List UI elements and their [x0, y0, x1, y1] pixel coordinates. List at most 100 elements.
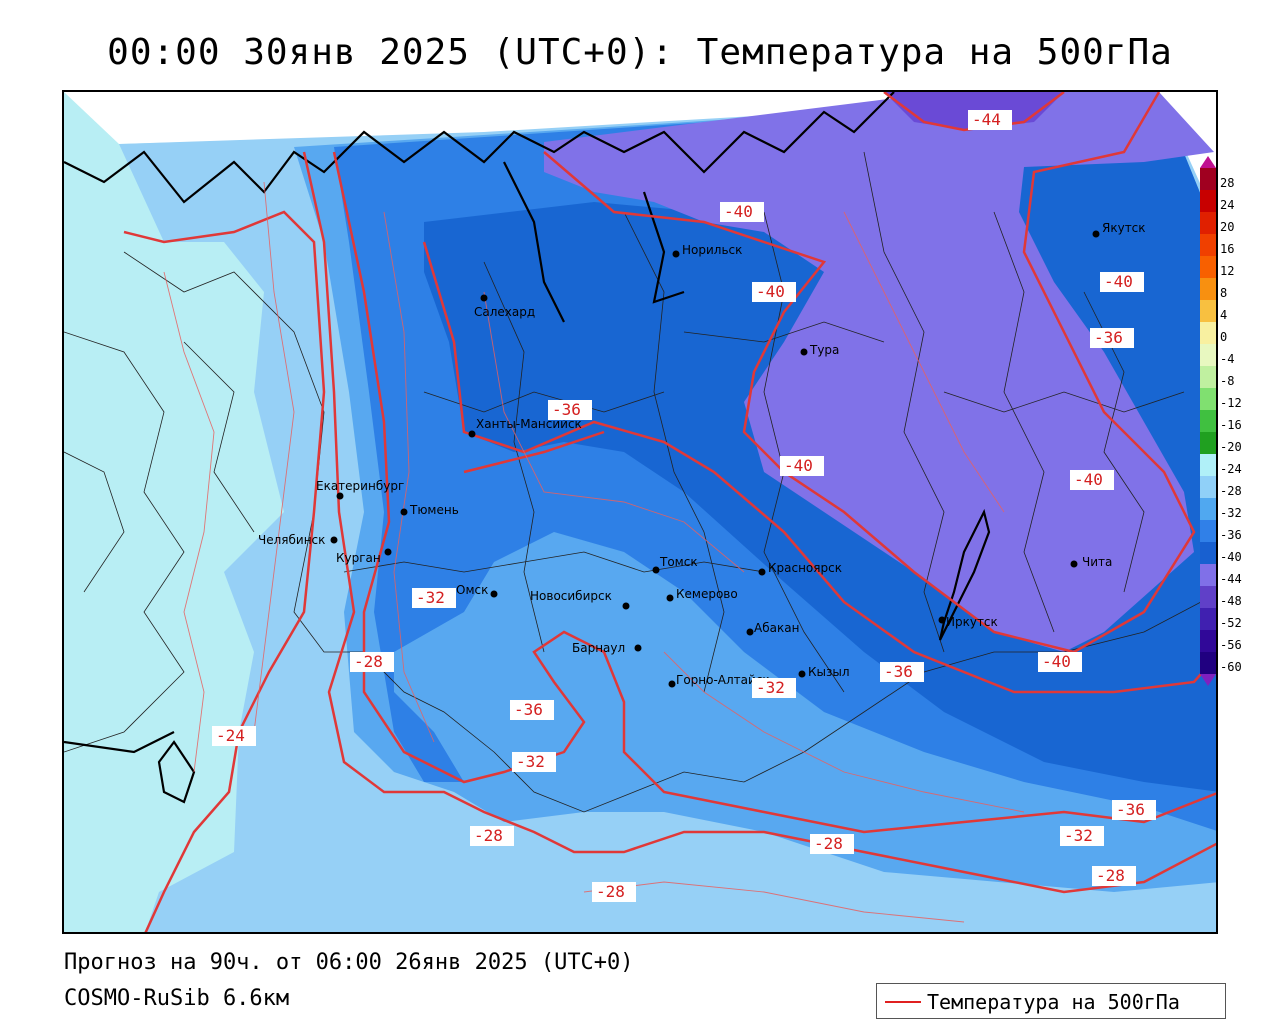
city-tyumen: Тюмень: [400, 503, 459, 517]
isoline-label: -40: [780, 456, 824, 476]
isoline-label-text: -36: [552, 400, 581, 419]
svg-text:Новосибирск: Новосибирск: [530, 589, 612, 603]
city-abakan: Абакан: [746, 621, 799, 636]
isoline-label-text: -28: [354, 652, 383, 671]
city-kemerovo: Кемерово: [666, 587, 738, 602]
temperature-fields: [64, 92, 1216, 932]
colorbar-bottom-arrow: [1200, 674, 1216, 686]
svg-text:Ханты-Мансийск: Ханты-Мансийск: [476, 417, 582, 431]
svg-text:Екатеринбург: Екатеринбург: [316, 479, 404, 493]
colorbar: 28 24 20 16 12 8 4 0 -4 -8 -12 -16 -20 -24 -28 -32 -36 -4…: [1196, 156, 1266, 692]
isoline-label: -32: [512, 752, 556, 772]
isoline-label-text: -36: [1094, 328, 1123, 347]
isoline-labels: -44 -40 -40 -40 -40 -36 -36 -40 -36 -40 -32 -28 -36 -…: [212, 110, 1156, 902]
colorbar-tick-label: 4: [1220, 308, 1228, 322]
city-yekaterinburg: Екатеринбург: [316, 479, 404, 500]
isoline-label-text: -32: [1064, 826, 1093, 845]
isoline-label: -44: [968, 110, 1012, 130]
isoline-label: -28: [350, 652, 394, 672]
isoline-label: -28: [810, 834, 854, 854]
colorbar-swatch: [1200, 432, 1216, 454]
svg-text:Кемерово: Кемерово: [676, 587, 738, 601]
colorbar-swatch: [1200, 586, 1216, 608]
colorbar-swatch: [1200, 234, 1216, 256]
isoline-label-text: -40: [1074, 470, 1103, 489]
isoline-label: -28: [592, 882, 636, 902]
city-chelyabinsk: Челябинск: [258, 533, 338, 547]
city-norilsk: Норильск: [672, 243, 742, 258]
colorbar-swatch: [1200, 410, 1216, 432]
isoline-label: -24: [212, 726, 256, 746]
colorbar-swatch: [1200, 212, 1216, 234]
city-chita: Чита: [1070, 555, 1112, 569]
isoline-label-text: -32: [516, 752, 545, 771]
region-borders: [64, 151, 1216, 813]
colorbar-tick-label: -20: [1220, 440, 1242, 454]
city-salekhard: Салехард: [474, 294, 535, 319]
colorbar-tick-label: -8: [1220, 374, 1235, 388]
colorbar-swatch: [1200, 520, 1216, 542]
colorbar-swatch: [1200, 256, 1216, 278]
colorbar-swatch: [1200, 168, 1216, 190]
colorbar-swatch: [1200, 542, 1216, 564]
svg-text:Кызыл: Кызыл: [808, 665, 850, 679]
svg-text:Курган: Курган: [336, 551, 381, 565]
colorbar-tick-label: 0: [1220, 330, 1228, 344]
colorbar-tick-label: -24: [1220, 462, 1242, 476]
isoline-label: -40: [1070, 470, 1114, 490]
colorbar-tick-label: -4: [1220, 352, 1235, 366]
city-tomsk: Томск: [652, 555, 698, 574]
colorbar-tick-label: -44: [1220, 572, 1242, 586]
city-omsk: Омск: [456, 583, 498, 598]
svg-text:Чита: Чита: [1082, 555, 1112, 569]
colorbar-tick-label: -28: [1220, 484, 1242, 498]
city-novosibirsk: Новосибирск: [530, 589, 630, 610]
isoline-label-text: -28: [1096, 866, 1125, 885]
isoline-label-text: -32: [756, 678, 785, 697]
colorbar-swatch: [1200, 344, 1216, 366]
isoline-label-text: -44: [972, 110, 1001, 129]
model-name: COSMO-RuSib 6.6км: [64, 986, 290, 1011]
isoline-label-text: -32: [416, 588, 445, 607]
city-yakutsk: Якутск: [1092, 221, 1146, 238]
colorbar-tick-label: -48: [1220, 594, 1242, 608]
isoline-label: -36: [880, 662, 924, 682]
colorbar-swatch: [1200, 190, 1216, 212]
isoline-label-text: -28: [474, 826, 503, 845]
colorbar-swatch: [1200, 564, 1216, 586]
isoline-label: -36: [1090, 328, 1134, 348]
colorbar-swatch: [1200, 278, 1216, 300]
svg-text:Тюмень: Тюмень: [409, 503, 459, 517]
isoline-label-text: -40: [1042, 652, 1071, 671]
colorbar-top-arrow: [1200, 156, 1216, 168]
coastlines: [64, 92, 991, 804]
colorbar-tick-label: -40: [1220, 550, 1242, 564]
isoline-label-text: -40: [1104, 272, 1133, 291]
isoline-label-text: -36: [1116, 800, 1145, 819]
temperature-map[interactable]: Норильск Якутск Салехард Тура Ханты-Манс…: [62, 90, 1218, 934]
isoline-label-text: -36: [514, 700, 543, 719]
colorbar-tick-label: 12: [1220, 264, 1235, 278]
colorbar-swatch: [1200, 454, 1216, 476]
city-barnaul: Барнаул: [572, 641, 642, 655]
colorbar-swatch: [1200, 476, 1216, 498]
legend-line-sample: [885, 1001, 921, 1003]
legend: Температура на 500гПа: [876, 983, 1226, 1019]
colorbar-tick-label: -60: [1220, 660, 1242, 674]
isoline-label: -36: [510, 700, 554, 720]
city-tura: Тура: [800, 343, 839, 357]
colorbar-swatch: [1200, 498, 1216, 520]
colorbar-tick-label: -12: [1220, 396, 1242, 410]
colorbar-swatch: [1200, 630, 1216, 652]
colorbar-tick-label: -36: [1220, 528, 1242, 542]
svg-text:Тура: Тура: [809, 343, 839, 357]
colorbar-tick-label: 20: [1220, 220, 1235, 234]
isoline-label-text: -36: [884, 662, 913, 681]
isoline-label: -28: [470, 826, 514, 846]
svg-text:Салехард: Салехард: [474, 305, 535, 319]
colorbar-tick-label: -56: [1220, 638, 1242, 652]
isoline-label-text: -40: [756, 282, 785, 301]
city-irkutsk: Иркутск: [938, 615, 998, 629]
isoline-label: -32: [412, 588, 456, 608]
svg-text:Барнаул: Барнаул: [572, 641, 625, 655]
